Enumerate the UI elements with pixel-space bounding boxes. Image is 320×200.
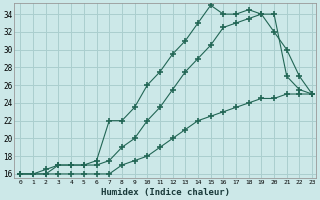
X-axis label: Humidex (Indice chaleur): Humidex (Indice chaleur)	[100, 188, 229, 197]
